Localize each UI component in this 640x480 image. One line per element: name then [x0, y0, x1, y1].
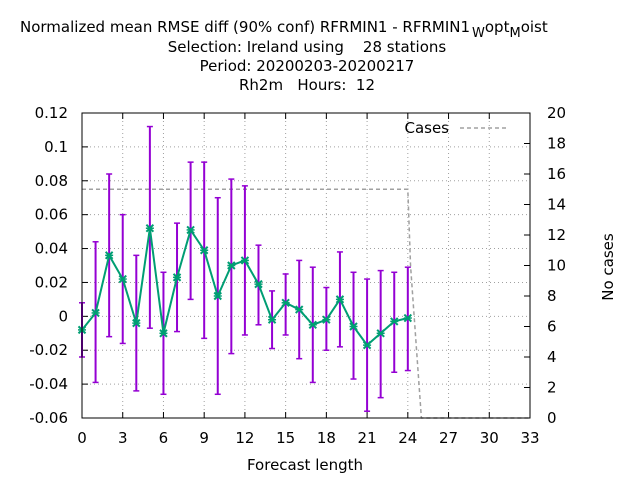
plot-border [81, 112, 531, 419]
y2-tick-label: 16 [547, 165, 566, 183]
data-point [267, 315, 277, 324]
title-line-2: Selection: Ireland using 28 stations [168, 38, 447, 56]
y2-tick-label: 8 [547, 287, 557, 305]
y-tick-label: 0.08 [35, 172, 68, 190]
x-tick-label: 9 [199, 429, 209, 447]
y2-tick-label: 4 [547, 348, 557, 366]
data-point [91, 308, 100, 318]
legend-label-cases: Cases [404, 119, 449, 137]
y2-tick-label: 18 [547, 135, 566, 153]
data-point [199, 246, 209, 255]
data-point [322, 315, 331, 324]
y2-tick-label: 10 [547, 257, 566, 275]
x-tick-label: 3 [118, 429, 128, 447]
x-tick-label: 12 [235, 429, 254, 447]
x-tick-label: 33 [520, 429, 539, 447]
mean-series [77, 224, 413, 350]
y-tick-label: 0.04 [35, 240, 68, 258]
data-point [186, 225, 195, 235]
y2-tick-label: 2 [547, 379, 557, 397]
y2-tick-label: 6 [547, 318, 557, 336]
title-line-4: Rh2m Hours: 12 [239, 76, 375, 94]
data-point [159, 329, 168, 338]
x-tick-label: 0 [77, 429, 87, 447]
x-tick-label: 21 [358, 429, 377, 447]
y-tick-label: 0.12 [35, 104, 68, 122]
y2-axis-label: No cases [599, 233, 617, 301]
data-point [213, 291, 222, 301]
y-tick-label: 0.06 [35, 206, 68, 224]
data-point [281, 298, 290, 307]
y-tick-label: -0.04 [29, 375, 68, 393]
y2-tick-label: 12 [547, 226, 566, 244]
y-tick-label: 0.02 [35, 273, 68, 291]
data-point [118, 274, 127, 284]
data-point [145, 224, 155, 233]
x-tick-label: 6 [159, 429, 169, 447]
x-tick-label: 24 [398, 429, 417, 447]
y-tick-label: 0 [58, 307, 68, 325]
x-tick-label: 30 [480, 429, 499, 447]
y-tick-label: -0.06 [29, 409, 68, 427]
data-point [403, 313, 413, 323]
x-tick-label: 27 [439, 429, 458, 447]
legend: Cases [404, 119, 506, 137]
data-point [227, 261, 236, 270]
data-point [376, 329, 385, 338]
data-point [104, 251, 114, 260]
data-point [172, 273, 182, 282]
y2-tick-label: 20 [547, 104, 566, 122]
x-tick-label: 18 [317, 429, 336, 447]
data-point [362, 340, 372, 350]
x-tick-labels: 0 3 6 9 12 15 18 21 24 27 30 33 [77, 429, 539, 447]
data-point [240, 256, 250, 265]
x-tick-label: 15 [276, 429, 295, 447]
data-point [349, 322, 358, 331]
data-point [295, 305, 304, 314]
y2-tick-label: 14 [547, 196, 566, 214]
y-tick-labels: -0.06 -0.04 -0.02 0 0.02 0.04 0.06 0.08 0.1 0.12 [29, 104, 68, 427]
x-axis-label: Forecast length [247, 456, 363, 474]
data-point [308, 320, 317, 330]
y-tick-label: 0.1 [44, 138, 68, 156]
title-line-3: Period: 20200203-20200217 [200, 57, 415, 75]
y2-tick-labels: 0 2 4 6 8 10 12 14 16 18 20 [547, 104, 566, 427]
data-point [390, 317, 399, 326]
y-tick-label: -0.02 [29, 341, 68, 359]
y2-tick-label: 0 [547, 409, 557, 427]
title-line-1: Normalized mean RMSE diff (90% conf) RFR… [20, 18, 548, 41]
data-point [132, 318, 141, 328]
data-point [335, 295, 345, 304]
data-point [254, 279, 263, 289]
